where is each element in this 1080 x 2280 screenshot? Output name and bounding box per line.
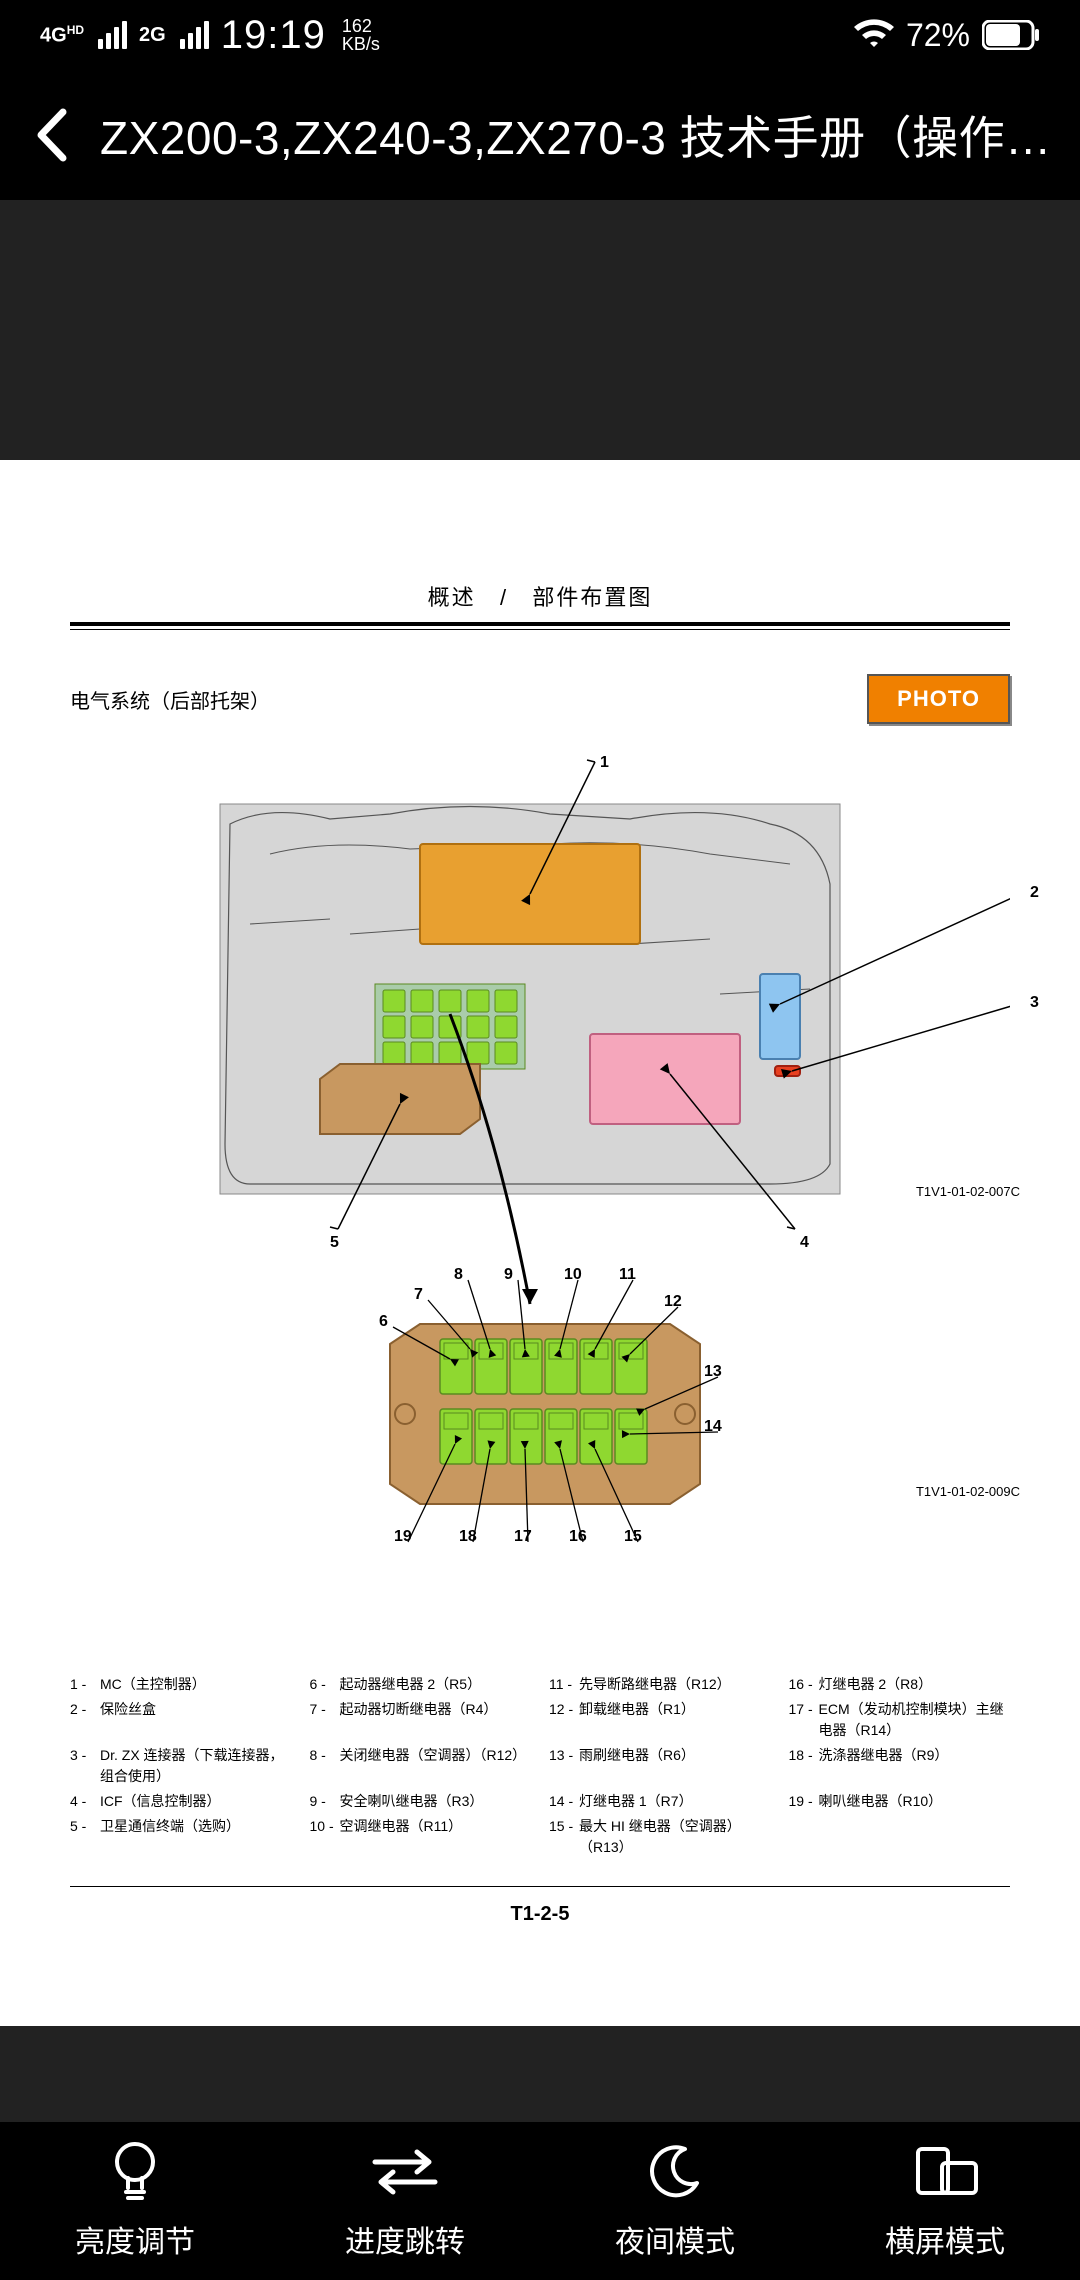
landscape-button[interactable]: 横屏模式 [885,2141,1005,2261]
callout-19: 19 [394,1528,412,1546]
figure-code-1: T1V1-01-02-007C [916,1184,1020,1199]
progress-button[interactable]: 进度跳转 [345,2141,465,2261]
data-rate: 162KB/s [342,17,380,53]
legend-item: 7 -起动器切断继电器（R4） [310,1699,532,1741]
swap-icon [365,2141,445,2201]
night-mode-button[interactable]: 夜间模式 [615,2141,735,2261]
status-bar: 4GHD 2G 19:19 162KB/s 72% [0,0,1080,70]
legend-item: 3 -Dr. ZX 连接器（下载连接器，组合使用） [70,1745,292,1787]
callout-17: 17 [514,1528,532,1546]
callout-7: 7 [414,1286,423,1304]
callout-9: 9 [504,1266,513,1284]
legend-item: 19 -喇叭继电器（R10） [789,1791,1011,1812]
legend-item: 15 -最大 HI 继电器（空调器）（R13） [549,1816,771,1858]
diagram-area: T1V1-01-02-007C T1V1-01-02-009C 12345678… [70,744,1010,1664]
bottom-toolbar: 亮度调节 进度跳转 夜间模式 横屏模式 [0,2122,1080,2280]
content-gap-top [0,200,1080,460]
callout-1: 1 [600,754,609,772]
legend-item: 1 -MC（主控制器） [70,1674,292,1695]
clock: 19:19 [221,13,326,58]
callout-11: 11 [619,1266,636,1284]
callout-12: 12 [664,1293,682,1311]
page-footer: T1-2-5 [70,1886,1010,1926]
signal-bars-2 [180,21,209,49]
bulb-icon [108,2141,162,2201]
network-2: 2G [139,25,166,45]
moon-icon [647,2141,703,2201]
legend-item: 14 -灯继电器 1（R7） [549,1791,771,1812]
legend-item: 5 -卫星通信终端（选购） [70,1816,292,1858]
callout-5: 5 [330,1234,339,1252]
legend-item: 17 -ECM（发动机控制模块）主继电器（R14） [789,1699,1011,1741]
legend-table: 1 -MC（主控制器） 6 -起动器继电器 2（R5） 11 -先导断路继电器（R1… [70,1674,1010,1858]
legend-item: 13 -雨刷继电器（R6） [549,1745,771,1787]
network-1: 4GHD [40,24,84,46]
callout-6: 6 [379,1313,388,1331]
callout-16: 16 [569,1528,587,1546]
document-page[interactable]: 概述 / 部件布置图 电气系统（后部托架） PHOTO T1V1-01-02-0… [0,460,1080,2026]
legend-item: 12 -卸载继电器（R1） [549,1699,771,1741]
signal-bars-1 [98,21,127,49]
legend-item: 2 -保险丝盒 [70,1699,292,1741]
legend-item: 10 -空调继电器（R11） [310,1816,532,1858]
battery-percent: 72% [906,17,970,54]
legend-item: 16 -灯继电器 2（R8） [789,1674,1011,1695]
legend-item: 11 -先导断路继电器（R12） [549,1674,771,1695]
callout-13: 13 [704,1363,722,1381]
content-gap-bottom [0,2026,1080,2122]
page-header: 概述 / 部件布置图 [70,580,1010,626]
callout-14: 14 [704,1418,722,1436]
callout-18: 18 [459,1528,477,1546]
back-button[interactable] [20,105,80,165]
callout-2: 2 [1030,884,1039,902]
callout-4: 4 [800,1234,809,1252]
title-bar: ZX200-3,ZX240-3,ZX270-3 技术手册（操作… [0,70,1080,200]
status-right: 72% [854,17,1040,54]
status-left: 4GHD 2G 19:19 162KB/s [40,13,380,58]
callout-8: 8 [454,1266,463,1284]
legend-item: 8 -关闭继电器（空调器）（R12） [310,1745,532,1787]
callout-10: 10 [564,1266,582,1284]
battery-icon [982,20,1040,50]
callout-15: 15 [624,1528,642,1546]
callout-3: 3 [1030,994,1039,1012]
legend-item [789,1816,1011,1858]
legend-item: 4 -ICF（信息控制器） [70,1791,292,1812]
figure-code-2: T1V1-01-02-009C [916,1484,1020,1499]
section-subtitle: 电气系统（后部托架） [70,685,270,714]
brightness-button[interactable]: 亮度调节 [75,2141,195,2261]
rotate-icon [910,2141,980,2201]
page-title: ZX200-3,ZX240-3,ZX270-3 技术手册（操作… [100,102,1052,168]
legend-item: 9 -安全喇叭继电器（R3） [310,1791,532,1812]
legend-item: 18 -洗涤器继电器（R9） [789,1745,1011,1787]
wifi-icon [854,19,894,51]
photo-button[interactable]: PHOTO [867,674,1010,724]
legend-item: 6 -起动器继电器 2（R5） [310,1674,532,1695]
